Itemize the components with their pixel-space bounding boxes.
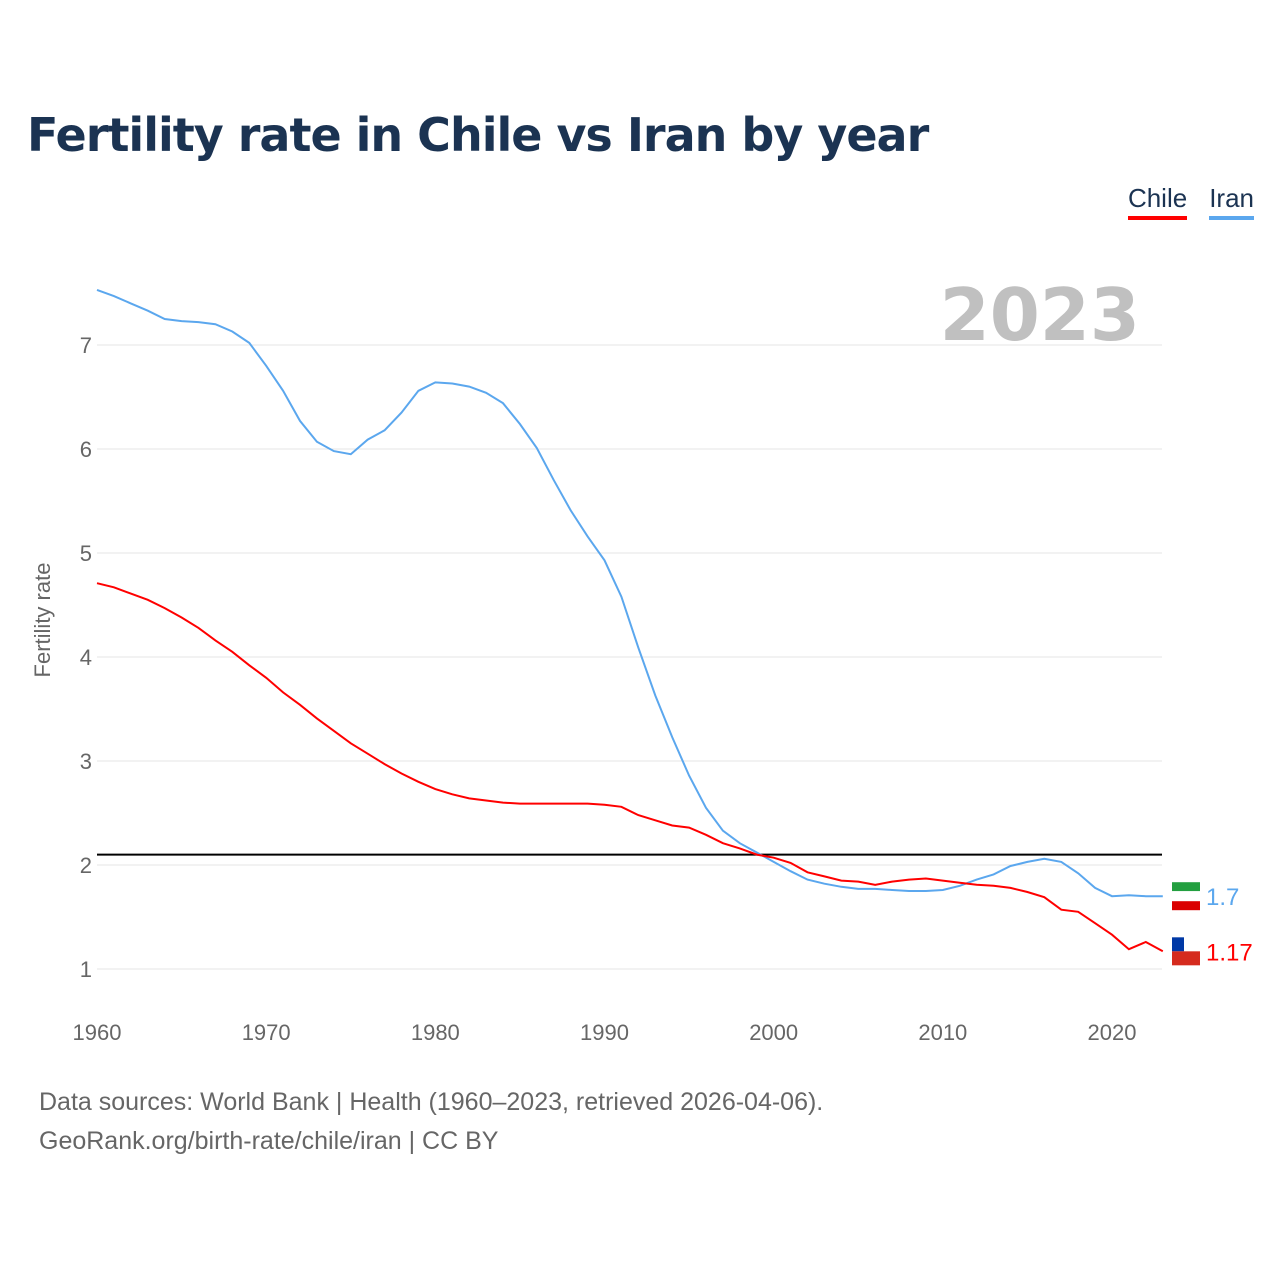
y-axis-label: Fertility rate [30,563,55,678]
x-tick-label: 1980 [411,1020,460,1045]
y-tick-label: 1 [80,957,92,982]
year-label: 2023 [940,273,1140,357]
legend-iran[interactable]: Iran [1209,183,1254,220]
legend-chile[interactable]: Chile [1127,183,1188,220]
x-tick-label: 1960 [73,1020,122,1045]
y-tick-label: 3 [80,749,92,774]
y-tick-label: 7 [80,333,92,358]
y-tick-label: 5 [80,541,92,566]
legend: Chile Iran [1127,183,1254,220]
y-tick-label: 2 [80,853,92,878]
source-line: Data sources: World Bank | Health (1960–… [39,1088,824,1116]
y-tick-label: 6 [80,437,92,462]
end-label-chile: 1.17 [1206,939,1253,966]
flag-iran-red [1172,901,1200,911]
end-label-iran: 1.7 [1206,884,1239,911]
x-tick-label: 1990 [580,1020,629,1045]
flag-chile-blue [1172,937,1184,952]
x-tick-label: 1970 [242,1020,291,1045]
series-line-chile [96,582,1164,953]
flag-chile-red [1172,951,1200,966]
y-tick-label: 4 [80,645,92,670]
x-tick-label: 2020 [1088,1020,1137,1045]
series-line-iran [96,288,1163,898]
flag-iran-green [1172,882,1200,892]
x-tick-label: 2000 [749,1020,798,1045]
source-url: GeoRank.org/birth-rate/chile/iran | CC B… [39,1127,499,1155]
chart-title: Fertility rate in Chile vs Iran by year [27,108,929,162]
x-tick-label: 2010 [918,1020,967,1045]
flag-iran-white [1172,891,1200,902]
